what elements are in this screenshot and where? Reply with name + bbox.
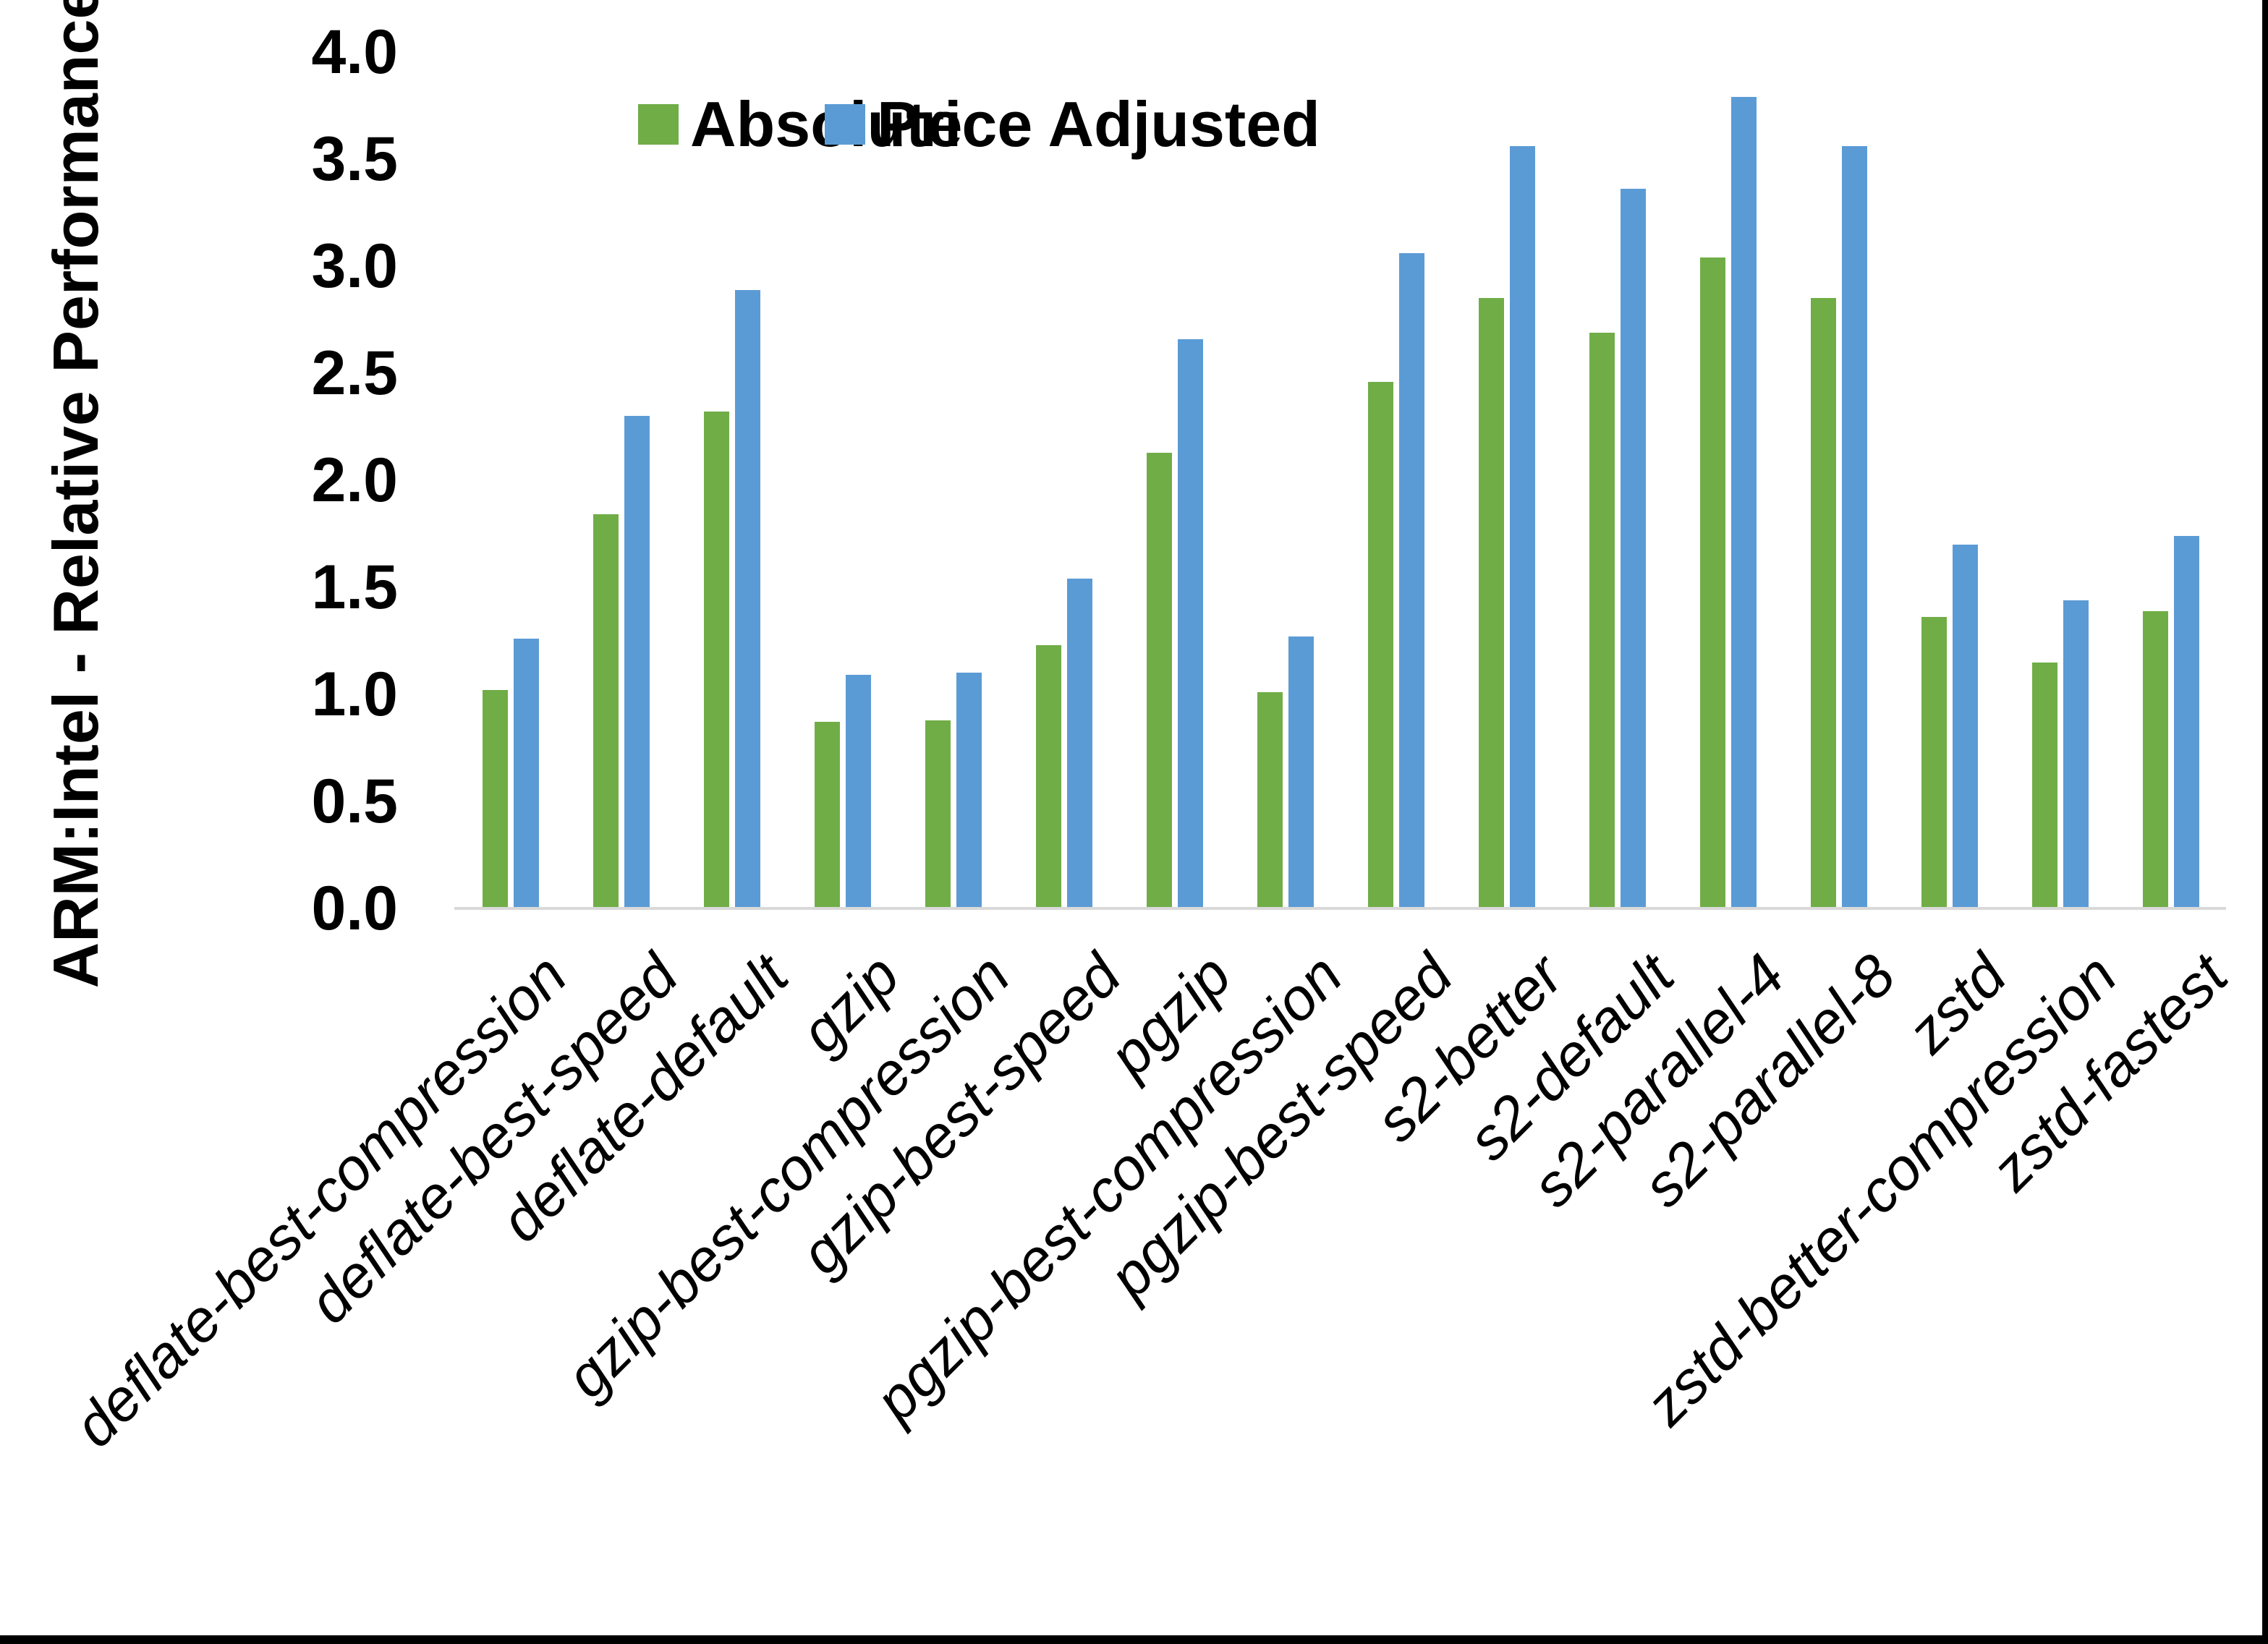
legend-item-price-adjusted: Price Adjusted (825, 93, 1320, 156)
bar-absolute-zstd (1921, 617, 1947, 908)
bar-absolute-pgzip-best-compression (1257, 692, 1283, 908)
bar-price-adjusted-deflate-best-compression (514, 639, 539, 908)
bar-absolute-s2-parallel-4 (1700, 257, 1725, 908)
y-tick-label: 2.5 (311, 338, 398, 408)
legend-label-price-adjusted: Price Adjusted (877, 88, 1320, 160)
y-tick-label: 3.5 (311, 124, 398, 194)
bar-absolute-zstd-fastest (2143, 611, 2168, 908)
bar-price-adjusted-deflate-default (735, 290, 760, 908)
y-tick-label: 2.0 (311, 446, 398, 515)
y-tick-label: 1.5 (311, 553, 398, 622)
legend-swatch-price-adjusted-icon (825, 104, 865, 145)
bar-absolute-s2-default (1589, 333, 1615, 908)
y-tick-label: 0.0 (311, 874, 398, 943)
bar-absolute-pgzip (1147, 453, 1172, 908)
bar-absolute-gzip-best-compression (925, 720, 951, 908)
bar-absolute-deflate-default (704, 412, 729, 908)
y-tick-label: 0.5 (311, 767, 398, 836)
bar-absolute-deflate-best-speed (593, 514, 619, 908)
bar-absolute-zstd-better-compression (2032, 663, 2057, 908)
y-tick-label: 3.0 (311, 231, 398, 301)
y-tick-label: 1.0 (311, 660, 398, 729)
bar-absolute-gzip (815, 722, 840, 908)
bar-price-adjusted-s2-parallel-4 (1731, 97, 1757, 908)
bar-price-adjusted-s2-better (1510, 146, 1535, 908)
bottom-edge-bar (0, 1635, 2268, 1644)
legend-swatch-absolute-icon (638, 104, 679, 145)
bar-price-adjusted-pgzip-best-compression (1288, 636, 1314, 908)
bar-price-adjusted-pgzip-best-speed (1399, 253, 1424, 908)
bar-price-adjusted-gzip-best-compression (956, 673, 982, 908)
bar-price-adjusted-s2-parallel-8 (1842, 146, 1867, 908)
bar-price-adjusted-gzip (846, 675, 871, 908)
y-tick-label: 4.0 (311, 17, 398, 87)
bar-price-adjusted-gzip-best-speed (1067, 579, 1092, 908)
bar-price-adjusted-zstd (1953, 545, 1978, 908)
bar-price-adjusted-pgzip (1178, 339, 1203, 908)
bar-absolute-s2-parallel-8 (1811, 298, 1836, 908)
right-edge-bar (2262, 0, 2268, 1644)
bar-price-adjusted-deflate-best-speed (624, 416, 650, 908)
bar-price-adjusted-zstd-fastest (2174, 536, 2199, 908)
bar-price-adjusted-zstd-better-compression (2063, 600, 2089, 908)
y-axis-title: ARM:Intel - Relative Performance (40, 0, 111, 989)
bar-absolute-pgzip-best-speed (1368, 382, 1393, 908)
bar-absolute-gzip-best-speed (1036, 645, 1061, 908)
bar-price-adjusted-s2-default (1621, 189, 1646, 908)
bar-absolute-deflate-best-compression (483, 690, 508, 908)
x-axis-line (454, 907, 2226, 910)
bar-absolute-s2-better (1479, 298, 1504, 908)
